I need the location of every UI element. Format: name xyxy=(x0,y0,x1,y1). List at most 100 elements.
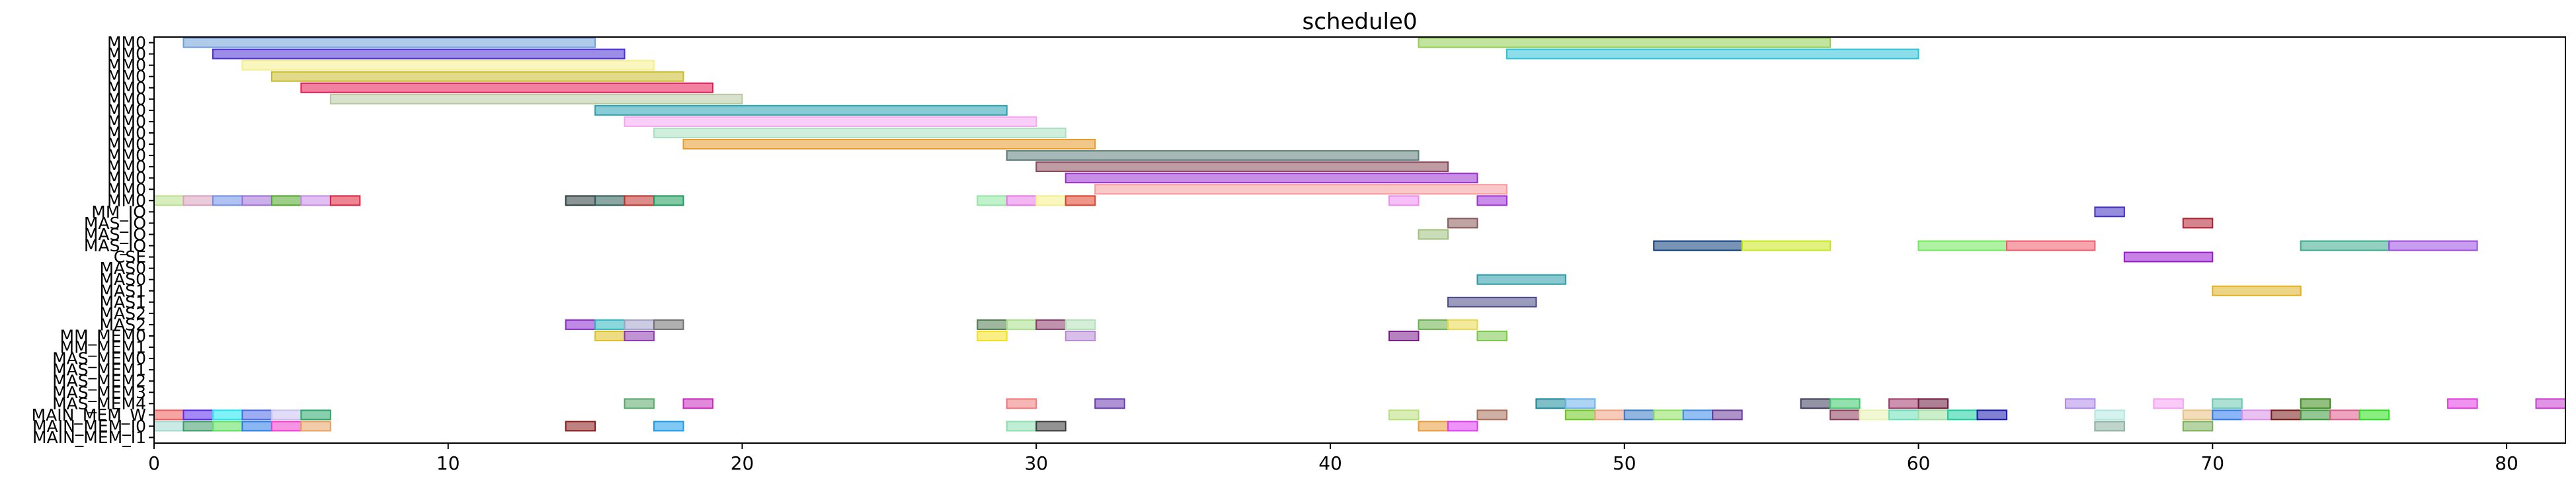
task-bar xyxy=(2447,398,2478,409)
y-tick-label: MM_MEM0 xyxy=(60,326,146,345)
chart-title: schedule0 xyxy=(1302,9,1417,35)
bars-layer xyxy=(153,37,2567,432)
x-tick-label: 10 xyxy=(436,452,460,474)
task-bar xyxy=(653,195,684,206)
task-bar xyxy=(1800,398,1831,409)
task-bar xyxy=(300,82,714,93)
task-bar xyxy=(270,409,302,421)
x-tick-label: 50 xyxy=(1613,452,1636,474)
task-bar xyxy=(1476,330,1508,341)
y-tick-label: MAS1 xyxy=(100,292,146,311)
y-tick-label: MAS2 xyxy=(100,315,146,334)
task-bar xyxy=(653,319,684,330)
task-bar xyxy=(1888,409,1919,421)
task-bar xyxy=(1418,229,1449,240)
task-bar xyxy=(2358,409,2390,421)
y-tick-label: MAS2 xyxy=(100,304,146,323)
x-tick-label: 0 xyxy=(148,452,160,474)
y-axis: MM0MM0MM0MM0MM0MM0MM0MM0MM0MM0MM0MM0MM0M… xyxy=(32,33,154,447)
y-tick-label: MM0 xyxy=(107,180,146,199)
task-bar xyxy=(182,421,214,432)
task-bar xyxy=(153,421,184,432)
task-bar xyxy=(1065,330,1096,341)
y-tick-label: MM0 xyxy=(107,123,146,142)
task-bar xyxy=(300,195,331,206)
task-bar xyxy=(241,409,272,421)
task-bar xyxy=(1094,184,1508,195)
task-bar xyxy=(1712,409,1743,421)
y-tick-label: MM0 xyxy=(107,191,146,210)
y-tick-label: MAS_IO xyxy=(84,214,146,233)
y-tick-label: CSE xyxy=(114,247,146,267)
task-bar xyxy=(2094,206,2125,218)
y-tick-label: MM0 xyxy=(107,112,146,131)
y-tick-label: MAS1 xyxy=(100,281,146,300)
task-bar xyxy=(565,319,596,330)
task-bar xyxy=(1830,398,1861,409)
task-bar xyxy=(241,60,655,71)
task-bar xyxy=(1006,319,1037,330)
task-bar xyxy=(1917,398,1949,409)
task-bar xyxy=(1447,218,1478,229)
task-bar xyxy=(1506,48,1919,60)
task-bar xyxy=(1917,240,2007,251)
task-bar xyxy=(212,421,243,432)
task-bar xyxy=(182,195,214,206)
y-tick-label: MAS_MEM1 xyxy=(52,360,146,380)
task-bar xyxy=(1682,409,1714,421)
task-bar xyxy=(653,421,684,432)
task-bar xyxy=(153,409,184,421)
task-bar xyxy=(1388,409,1420,421)
x-tick-label: 70 xyxy=(2200,452,2224,474)
task-bar xyxy=(1006,421,1037,432)
task-bar xyxy=(1976,409,2007,421)
task-bar xyxy=(1447,319,1478,330)
y-tick-label: MAS0 xyxy=(100,270,146,289)
task-bar xyxy=(1065,319,1096,330)
task-bar xyxy=(624,319,655,330)
task-bar xyxy=(1388,195,1420,206)
task-bar xyxy=(2064,398,2096,409)
task-bar xyxy=(1623,409,1655,421)
task-bar xyxy=(1006,398,1037,409)
task-bar xyxy=(1035,161,1449,173)
task-bar xyxy=(1035,195,1067,206)
y-tick-label: MM0 xyxy=(107,44,146,63)
task-bar xyxy=(594,330,625,341)
task-bar xyxy=(594,104,1008,116)
task-bar xyxy=(1535,398,1566,409)
task-bar xyxy=(653,127,1067,138)
task-bar xyxy=(1741,240,1831,251)
task-bar xyxy=(300,421,331,432)
y-tick-label: MM0 xyxy=(107,169,146,188)
task-bar xyxy=(2535,398,2567,409)
x-tick-label: 60 xyxy=(1907,452,1931,474)
task-bar xyxy=(1094,398,1125,409)
task-bar xyxy=(2005,240,2096,251)
task-bar xyxy=(212,48,625,60)
task-bar xyxy=(594,319,625,330)
task-bar xyxy=(270,71,684,82)
task-bar xyxy=(1564,398,1596,409)
task-bar xyxy=(1447,421,1478,432)
y-tick-label: MAS_MEM2 xyxy=(52,372,146,391)
y-tick-label: MM_MEM1 xyxy=(60,338,146,357)
task-bar xyxy=(2094,409,2125,421)
y-tick-label: MM0 xyxy=(107,33,146,52)
task-bar xyxy=(594,195,625,206)
y-tick-label: MM0 xyxy=(107,56,146,75)
task-bar xyxy=(1564,409,1596,421)
task-bar xyxy=(2212,285,2302,296)
task-bar xyxy=(2300,240,2390,251)
task-bar xyxy=(624,330,655,341)
task-bar xyxy=(1035,421,1067,432)
task-bar xyxy=(565,195,596,206)
task-bar xyxy=(1476,195,1508,206)
task-bar xyxy=(2271,409,2302,421)
task-bar xyxy=(153,195,184,206)
task-bar xyxy=(212,195,243,206)
task-bar xyxy=(624,195,655,206)
task-bar xyxy=(624,398,655,409)
x-axis: 0 10 20 30 40 50 60 70 80 xyxy=(148,443,2518,474)
task-bar xyxy=(1594,409,1625,421)
